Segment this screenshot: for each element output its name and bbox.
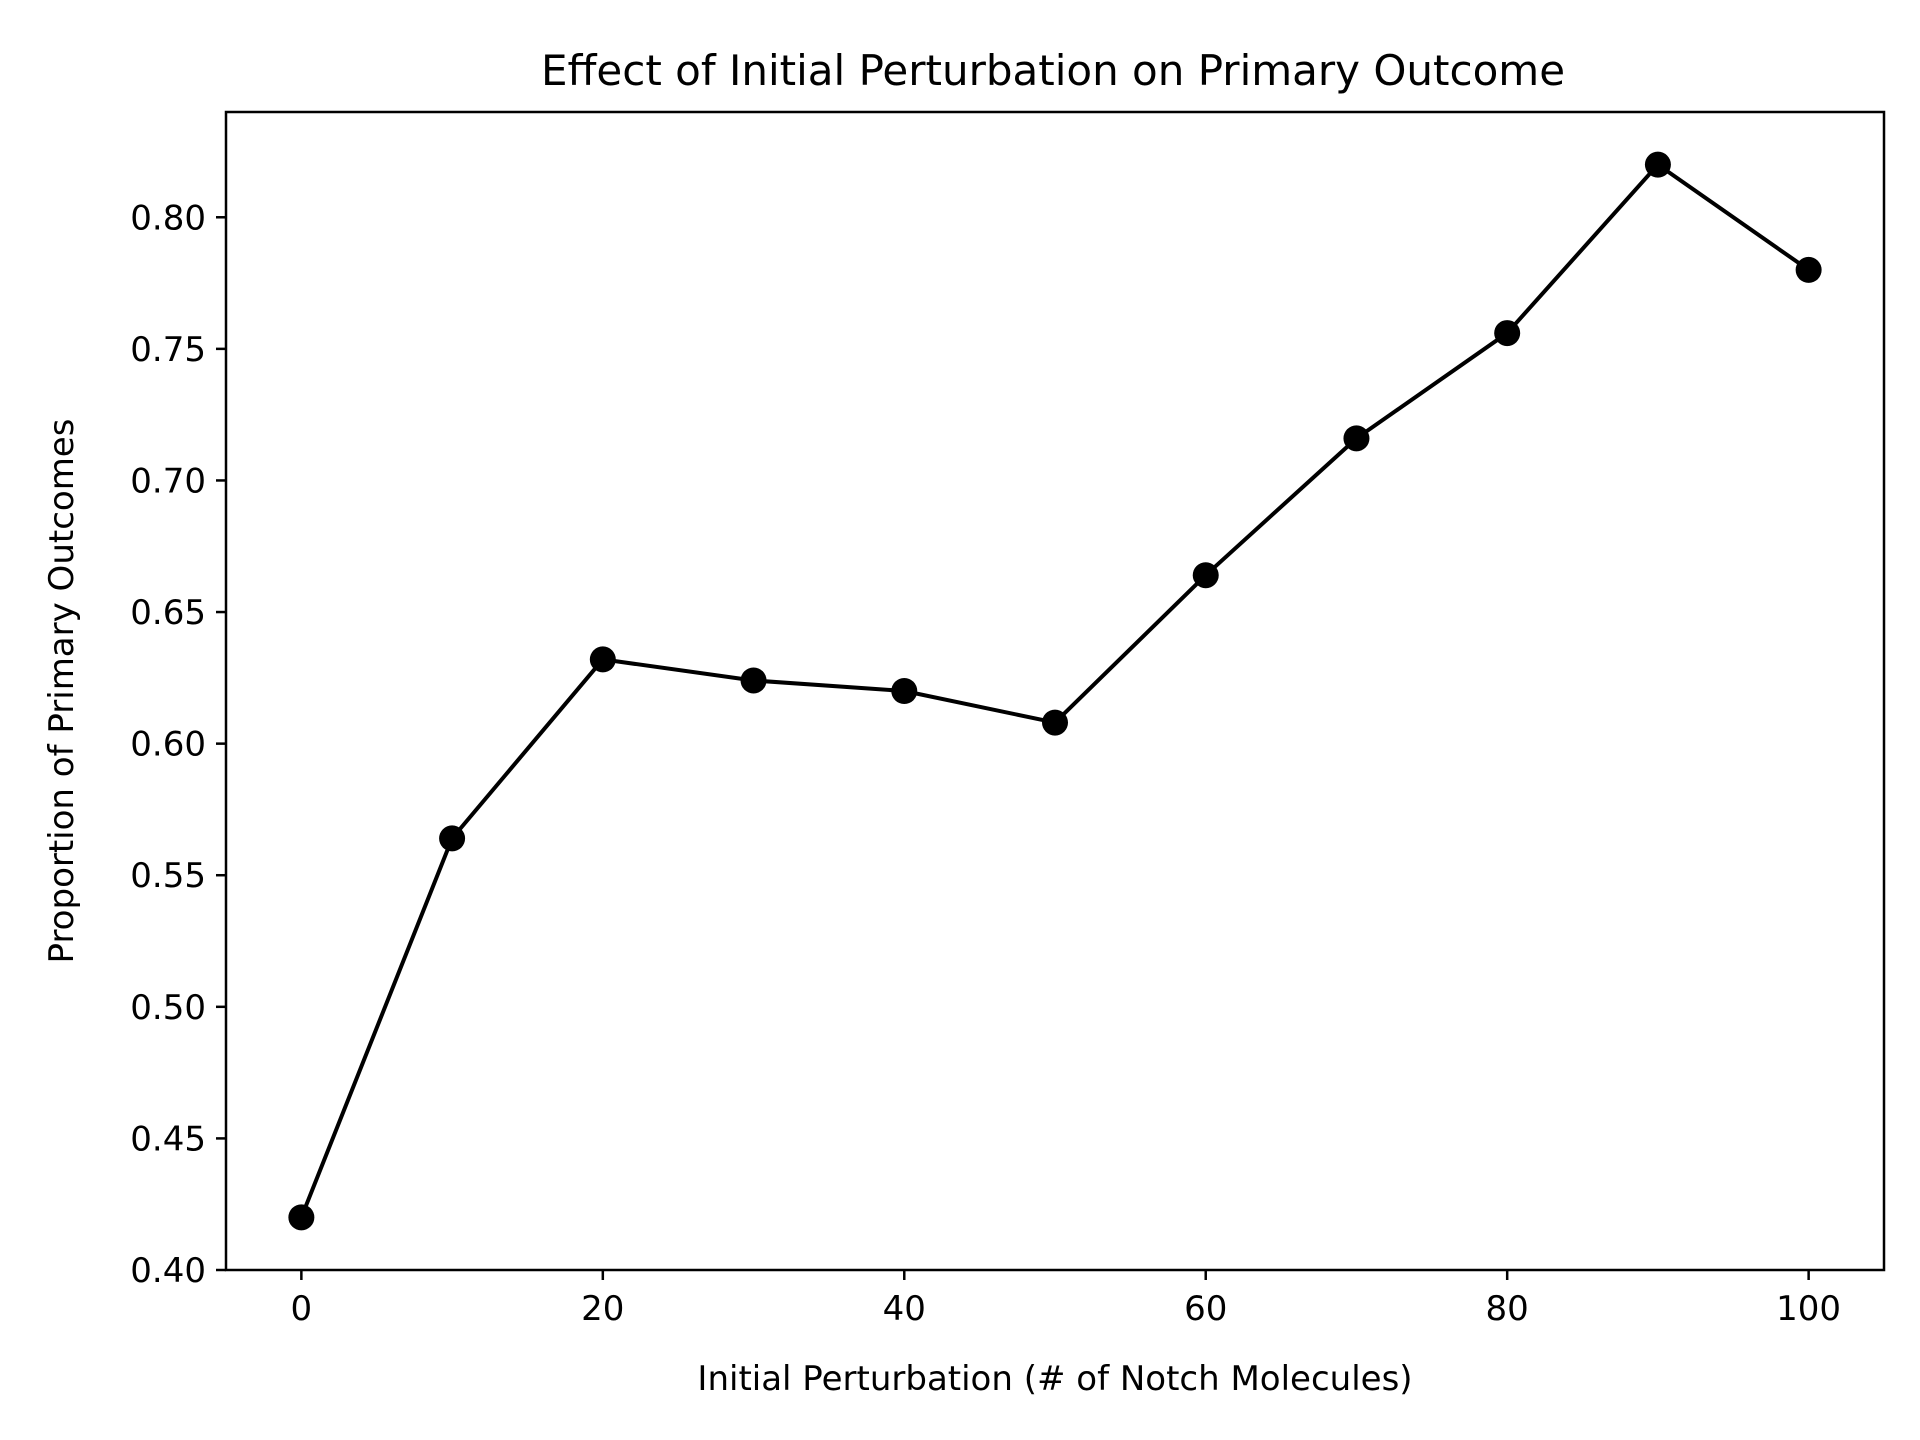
x-tick-label: 40	[883, 1289, 926, 1329]
plot-area	[288, 151, 1822, 1231]
data-point	[1644, 151, 1671, 178]
x-axis-label: Initial Perturbation (# of Notch Molecul…	[697, 1359, 1412, 1399]
x-tick-label: 100	[1776, 1289, 1841, 1329]
y-axis-label: Proportion of Primary Outcomes	[42, 419, 82, 964]
y-tick-label: 0.40	[130, 1251, 206, 1291]
data-point	[1494, 320, 1521, 347]
y-tick-label: 0.75	[130, 330, 206, 370]
x-axis: 0 20 40 60 80 100	[291, 1270, 1841, 1329]
data-point	[740, 667, 767, 694]
y-tick-label: 0.65	[130, 593, 206, 633]
data-point	[1795, 256, 1822, 283]
chart-title: Effect of Initial Perturbation on Primar…	[541, 46, 1565, 95]
data-point	[1343, 425, 1370, 452]
data-point	[891, 678, 918, 704]
x-tick-label: 60	[1184, 1289, 1227, 1329]
x-tick-label: 80	[1486, 1289, 1529, 1329]
y-tick-label: 0.70	[130, 461, 206, 501]
y-tick-label: 0.55	[130, 856, 206, 896]
data-point	[439, 825, 466, 852]
y-axis: 0.40 0.45 0.50 0.55 0.60 0.65 0.70 0.75 0.80	[130, 198, 226, 1291]
y-tick-label: 0.80	[130, 198, 206, 238]
x-tick-label: 20	[581, 1289, 624, 1329]
data-point	[1042, 709, 1068, 736]
y-tick-label: 0.50	[130, 988, 206, 1028]
data-point	[589, 646, 616, 673]
data-point	[288, 1204, 315, 1231]
x-tick-label: 0	[291, 1289, 313, 1329]
y-tick-label: 0.60	[130, 725, 206, 765]
data-point	[1192, 562, 1219, 589]
plot-frame	[224, 110, 1886, 1272]
y-tick-label: 0.45	[130, 1119, 206, 1159]
